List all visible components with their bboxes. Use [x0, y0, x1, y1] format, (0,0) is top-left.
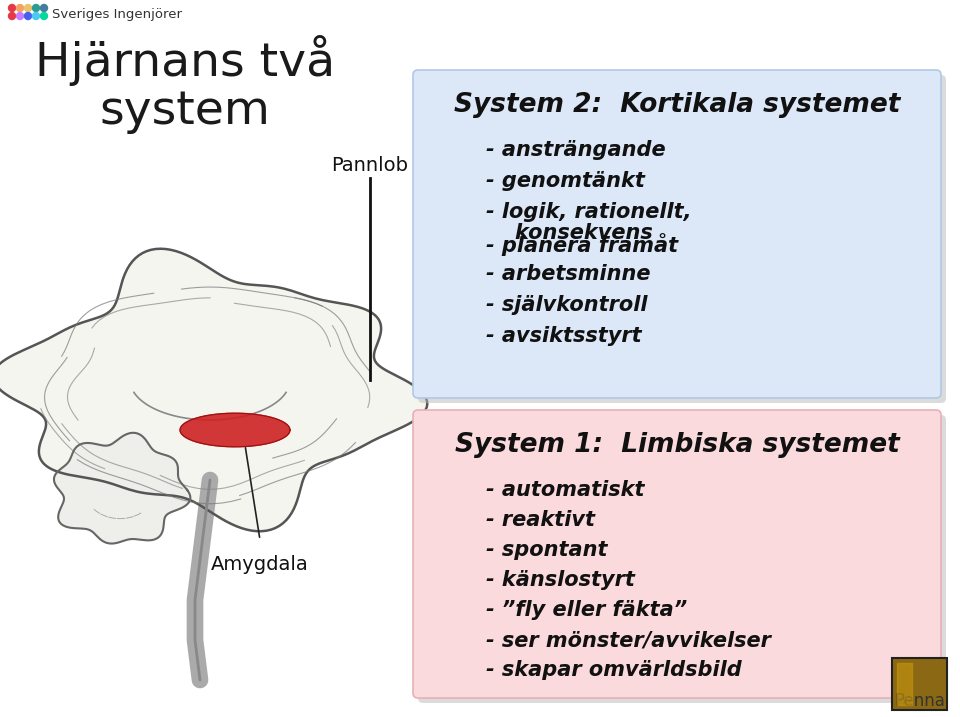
FancyBboxPatch shape	[413, 410, 941, 698]
Circle shape	[25, 4, 32, 11]
Text: - ansträngande: - ansträngande	[486, 140, 665, 160]
FancyBboxPatch shape	[892, 658, 947, 710]
Circle shape	[40, 12, 47, 19]
Text: - logik, rationellt,
    konsekvens: - logik, rationellt, konsekvens	[486, 202, 691, 243]
Text: System 1:  Limbiska systemet: System 1: Limbiska systemet	[455, 432, 900, 458]
Text: - automatiskt: - automatiskt	[486, 480, 644, 500]
Text: Sveriges Ingenjörer: Sveriges Ingenjörer	[52, 8, 182, 21]
Circle shape	[9, 4, 15, 11]
Text: - skapar omvärldsbild: - skapar omvärldsbild	[486, 660, 742, 680]
Circle shape	[33, 4, 39, 11]
Text: Hjärnans två
system: Hjärnans två system	[35, 35, 335, 135]
Circle shape	[33, 12, 39, 19]
FancyBboxPatch shape	[418, 415, 946, 703]
Text: - reaktivt: - reaktivt	[486, 510, 595, 530]
FancyBboxPatch shape	[413, 70, 941, 398]
Text: - arbetsminne: - arbetsminne	[486, 264, 651, 284]
Circle shape	[25, 12, 32, 19]
Text: - ”fly eller fäkta”: - ”fly eller fäkta”	[486, 600, 687, 620]
FancyBboxPatch shape	[418, 75, 946, 403]
Text: - självkontroll: - självkontroll	[486, 295, 647, 315]
Circle shape	[16, 4, 23, 11]
Circle shape	[9, 12, 15, 19]
Text: Amygdala: Amygdala	[211, 555, 309, 574]
Text: - spontant: - spontant	[486, 540, 608, 560]
Text: - planera framåt: - planera framåt	[486, 233, 678, 256]
Text: - ser mönster/avvikelser: - ser mönster/avvikelser	[486, 630, 771, 650]
Text: - avsiktsstyrt: - avsiktsstyrt	[486, 326, 641, 346]
Text: System 2:  Kortikala systemet: System 2: Kortikala systemet	[454, 92, 900, 118]
Polygon shape	[180, 413, 290, 447]
Polygon shape	[0, 249, 427, 531]
Text: - känslostyrt: - känslostyrt	[486, 570, 635, 590]
Circle shape	[40, 4, 47, 11]
Polygon shape	[54, 433, 190, 543]
Text: Pannlob: Pannlob	[331, 156, 409, 175]
Text: Penna: Penna	[894, 692, 945, 710]
Circle shape	[16, 12, 23, 19]
Text: - genomtänkt: - genomtänkt	[486, 171, 645, 191]
